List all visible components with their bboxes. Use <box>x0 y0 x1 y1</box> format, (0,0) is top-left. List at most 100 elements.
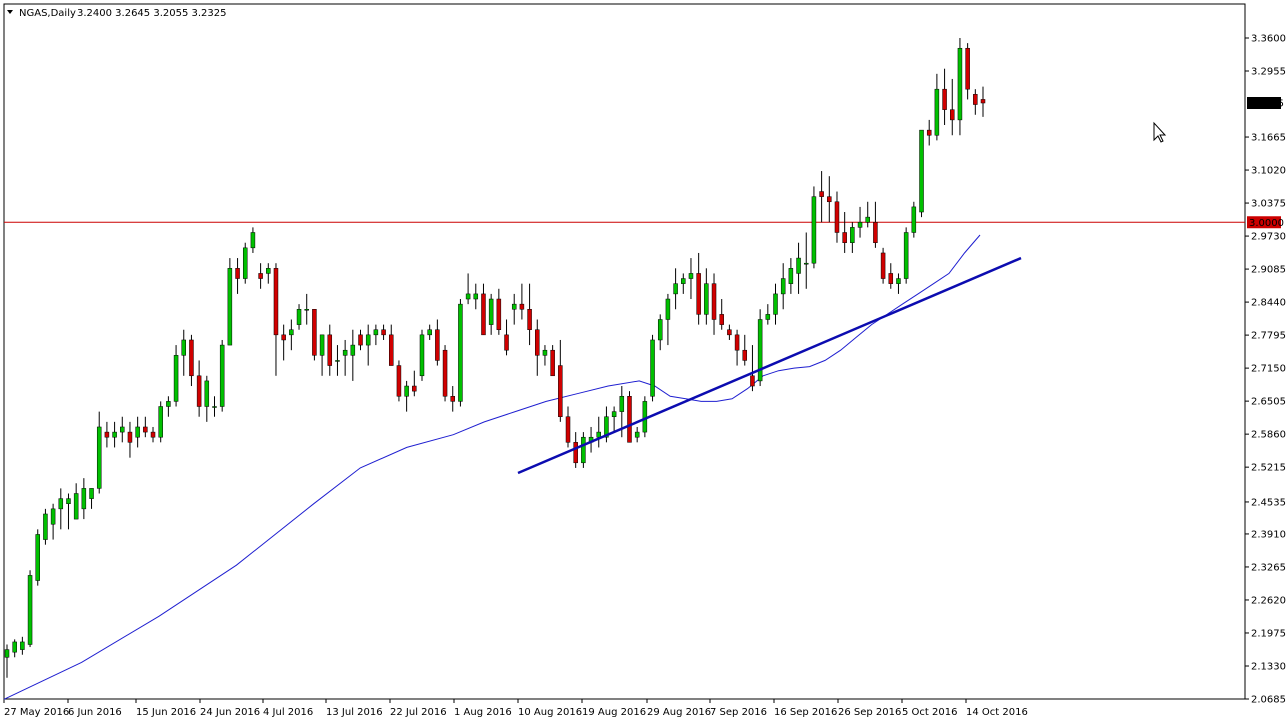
candle-body <box>773 293 778 315</box>
candle-body <box>550 349 555 377</box>
time-tick-label: 4 Jul 2016 <box>263 707 313 718</box>
candle-body <box>120 426 125 433</box>
price-tick-label: 2.7150 <box>1251 364 1286 375</box>
candle-body <box>227 268 233 346</box>
candle-body <box>788 268 794 284</box>
candle-body <box>934 88 940 136</box>
candle-body <box>896 278 901 284</box>
candle-body <box>542 349 548 356</box>
candle-body <box>819 191 824 197</box>
moving-average-line <box>3 234 981 700</box>
plot-frame <box>3 3 1246 700</box>
level-marker-box <box>1247 216 1281 229</box>
candle-body <box>419 334 425 377</box>
candle-body <box>727 329 732 336</box>
time-tick-label: 13 Jul 2016 <box>326 707 383 718</box>
candle-body <box>158 406 163 438</box>
time-tick-label: 14 Oct 2016 <box>966 707 1028 718</box>
price-tick-label: 2.2620 <box>1251 595 1286 606</box>
candle-body <box>750 375 755 387</box>
candle-body <box>212 406 217 408</box>
candle-body <box>880 252 886 279</box>
candle-body <box>665 298 671 320</box>
candles <box>4 38 986 678</box>
candle-body <box>627 396 632 443</box>
ohlc-values: 3.2400 3.2645 3.2055 3.2325 <box>77 8 227 19</box>
candle-body <box>127 431 133 443</box>
candle-body <box>304 309 309 311</box>
candle-body <box>342 349 348 356</box>
candle-body <box>596 431 601 438</box>
candle-body <box>250 232 256 249</box>
current-price-box <box>1247 96 1281 109</box>
candle-body <box>66 498 71 504</box>
price-axis: 3.3600 3.2955 3.1665 3.1020 3.0375 2.9730 2.90… <box>1245 34 1286 706</box>
price-tick-label: 2.3265 <box>1251 562 1286 573</box>
price-tick-label: 3.1020 <box>1251 166 1286 177</box>
candle-body <box>611 411 617 417</box>
trendline[interactable] <box>517 256 1022 475</box>
price-tick-label: 2.9730 <box>1251 232 1286 243</box>
candle-body <box>50 508 56 525</box>
price-tick-label: 3.3600 <box>1251 34 1286 45</box>
candle-body <box>711 283 717 320</box>
time-tick-label: 1 Aug 2016 <box>454 707 512 718</box>
candle-body <box>780 278 786 295</box>
candle-body <box>811 196 817 264</box>
price-tick-label: 2.3910 <box>1251 529 1286 540</box>
price-tick-label: 2.1330 <box>1251 661 1286 672</box>
candle-body <box>481 293 486 336</box>
candle-body <box>519 303 525 310</box>
price-tick-label: 2.0685 <box>1251 695 1286 706</box>
candle-body <box>957 47 963 121</box>
candle-body <box>458 303 463 402</box>
level-price-marker: 3.0000 <box>1247 216 1284 229</box>
candle-body <box>327 334 333 366</box>
candle-body <box>535 329 540 356</box>
candle-body <box>281 334 286 341</box>
time-tick-label: 29 Aug 2016 <box>647 707 711 718</box>
price-tick-label: 2.4535 <box>1251 497 1286 508</box>
candle-body <box>527 309 532 330</box>
candle-body <box>96 426 102 489</box>
candle-body <box>903 232 909 279</box>
candle-body <box>496 298 502 330</box>
time-tick-label: 10 Aug 2016 <box>518 707 582 718</box>
candle-body <box>581 436 586 464</box>
candle-body <box>565 416 571 443</box>
candle-body <box>681 278 686 284</box>
dropdown-arrow-icon[interactable] <box>7 10 13 14</box>
candle-body <box>412 385 417 392</box>
candle-body <box>312 309 317 356</box>
candle-body <box>842 232 847 243</box>
level-marker-text: 3.0000 <box>1249 218 1284 229</box>
candle-body <box>358 334 363 346</box>
candle-body <box>950 109 955 121</box>
candle-body <box>20 641 25 650</box>
time-tick-label: 27 May 2016 <box>4 707 69 718</box>
price-tick-label: 2.5215 <box>1251 463 1286 474</box>
candle-body <box>43 513 48 540</box>
candle-body <box>289 329 294 336</box>
price-tick-label: 2.8440 <box>1251 298 1286 309</box>
candle-body <box>73 493 79 520</box>
candle-body <box>4 649 10 658</box>
candle-body <box>319 334 325 356</box>
candle-body <box>404 385 409 397</box>
price-tick-label: 2.1975 <box>1251 628 1286 639</box>
candle-body <box>219 344 225 407</box>
price-tick-label: 2.6505 <box>1251 397 1286 408</box>
candle-body <box>673 283 678 295</box>
candle-body <box>266 268 271 274</box>
candle-body <box>558 365 563 417</box>
candle-body <box>150 431 156 438</box>
candle-body <box>834 201 840 233</box>
time-tick-label: 6 Jun 2016 <box>68 707 122 718</box>
price-tick-label: 3.0375 <box>1251 199 1286 210</box>
candle-body <box>696 273 701 315</box>
price-tick-label: 2.5860 <box>1251 430 1286 441</box>
candle-body <box>365 334 371 346</box>
candle-body <box>450 396 455 402</box>
